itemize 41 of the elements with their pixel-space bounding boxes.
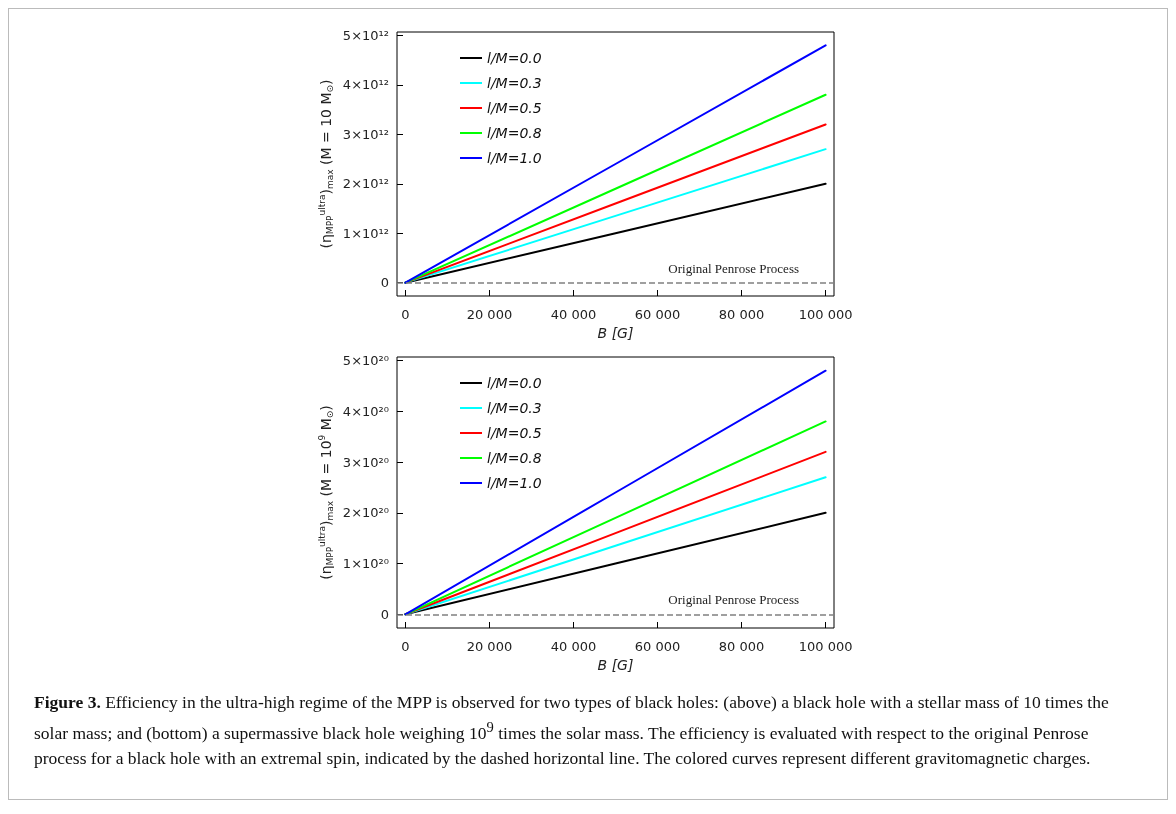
ref-line-label: Original Penrose Process	[668, 592, 799, 608]
legend-label: l/M=0.8	[487, 450, 542, 466]
text: (ηMPPultra)max (M = 109 M⊙)	[316, 405, 335, 580]
legend-label: l/M=0.0	[487, 375, 542, 391]
x-tick-label: 100 000	[798, 307, 853, 322]
y-tick-label: 5×10¹²	[342, 27, 389, 43]
y-tick-label: 4×10¹²	[342, 77, 389, 93]
y-tick-label: 3×10²⁰	[342, 454, 389, 470]
legend-label: l/M=1.0	[487, 475, 542, 491]
legend-label: l/M=0.5	[487, 100, 542, 116]
legend-label: l/M=0.5	[487, 425, 542, 441]
x-axis-title: B [G]	[597, 325, 634, 341]
x-tick-label: 20 000	[466, 639, 513, 654]
legend-label: l/M=0.8	[487, 125, 542, 141]
x-tick-label: 40 000	[550, 307, 597, 322]
x-tick-label: 0	[401, 307, 410, 322]
y-tick-label: 1×10¹²	[342, 225, 389, 241]
y-tick-label: 2×10¹²	[342, 176, 389, 192]
x-tick-label: 80 000	[718, 307, 765, 322]
y-tick-label: 5×10²⁰	[342, 353, 389, 369]
legend-label: l/M=0.3	[487, 75, 542, 91]
x-tick-label: 0	[401, 639, 410, 654]
legend-label: l/M=1.0	[487, 150, 542, 166]
legend-label: l/M=0.3	[487, 400, 542, 416]
y-tick-label: 0	[380, 606, 389, 622]
caption: Figure 3. Efficiency in the ultra-high regime of the MPP is observed for two types of black holes: (above) a black hole with a stellar mass of 10 times the solar mass; and (bottom) a supermassive black hole weighing 10$^{9}$ times the solar mass. The efficiency is evaluated with respect to the original Penrose process for a black hole with an extremal spin, indicated by the dashed horizontal line. The colored curves represent different gravitomagnetic charges.	[34, 691, 1110, 770]
x-tick-label: 60 000	[634, 639, 681, 654]
y-tick-label: 2×10²⁰	[342, 505, 389, 521]
x-tick-label: 100 000	[798, 639, 853, 654]
x-tick-label: 80 000	[718, 639, 765, 654]
x-axis-title: B [G]	[597, 657, 634, 673]
x-tick-label: 20 000	[466, 307, 513, 322]
y-tick-label: 4×10²⁰	[342, 403, 389, 419]
y-tick-label: 3×10¹²	[342, 126, 389, 142]
x-tick-label: 60 000	[634, 307, 681, 322]
ref-line-label: Original Penrose Process	[668, 260, 799, 276]
y-tick-label: 0	[380, 275, 389, 291]
legend-label: l/M=0.0	[487, 50, 542, 66]
x-tick-label: 40 000	[550, 639, 597, 654]
y-axis-title: (ηMPPultra)max (M = 10 M⊙)	[316, 79, 335, 249]
y-tick-label: 1×10²⁰	[342, 556, 389, 572]
